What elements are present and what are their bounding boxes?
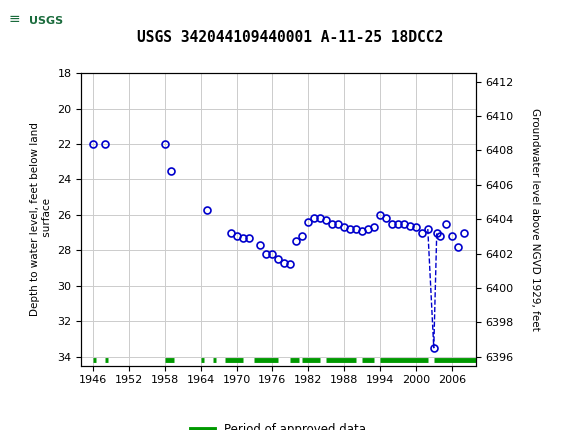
- Text: ≡: ≡: [9, 12, 20, 26]
- Y-axis label: Depth to water level, feet below land
 surface: Depth to water level, feet below land su…: [30, 123, 52, 316]
- FancyBboxPatch shape: [6, 3, 87, 40]
- Legend: Period of approved data: Period of approved data: [186, 418, 371, 430]
- Text: USGS: USGS: [30, 16, 63, 27]
- Text: USGS 342044109440001 A-11-25 18DCC2: USGS 342044109440001 A-11-25 18DCC2: [137, 30, 443, 45]
- Y-axis label: Groundwater level above NGVD 1929, feet: Groundwater level above NGVD 1929, feet: [530, 108, 540, 331]
